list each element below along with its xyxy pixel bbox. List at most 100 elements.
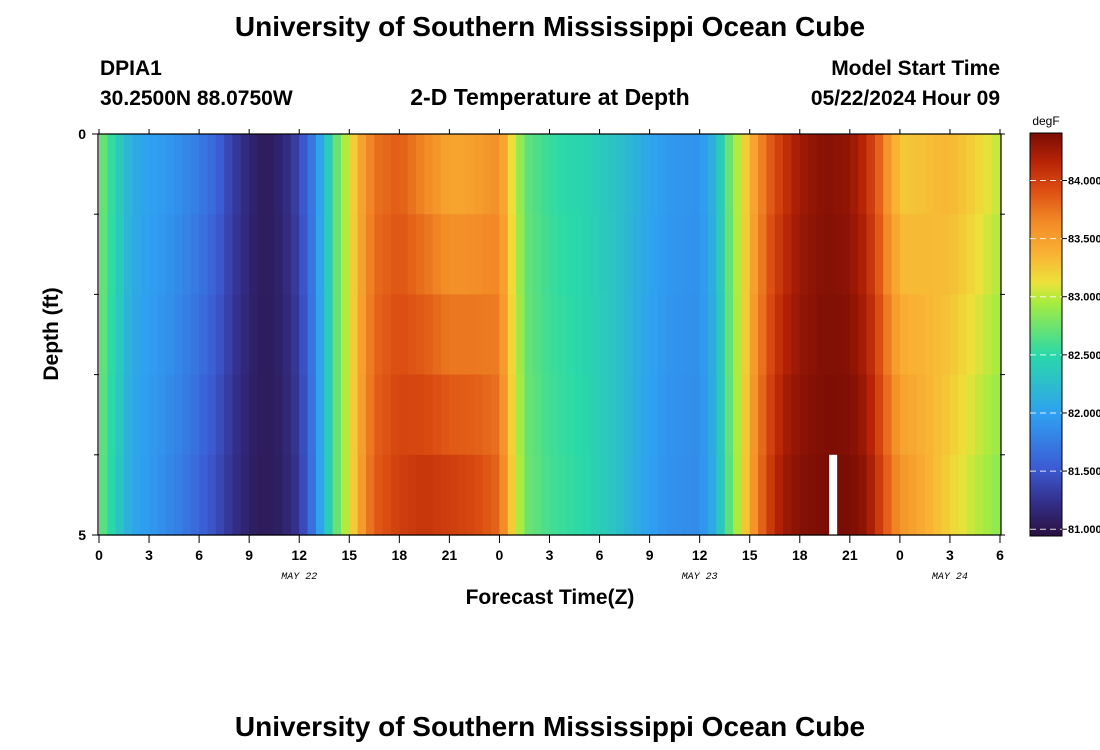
heatmap-cell — [199, 454, 209, 536]
x-tick-label: 12 — [692, 547, 708, 563]
heatmap-cell — [566, 454, 576, 536]
heatmap-cell — [124, 214, 133, 295]
heatmap-cell — [774, 294, 784, 376]
heatmap-cell — [532, 294, 542, 376]
heatmap-cell — [240, 214, 250, 295]
heatmap-cell — [874, 214, 884, 295]
heatmap-cell — [382, 294, 392, 376]
heatmap-cell — [249, 294, 259, 376]
heatmap-cell — [399, 294, 409, 376]
heatmap-cell — [399, 134, 409, 215]
heatmap-cell — [307, 454, 317, 536]
heatmap-cell — [632, 134, 642, 215]
heatmap-cell — [958, 214, 968, 295]
heatmap-cell — [124, 454, 133, 536]
heatmap-cell — [174, 134, 184, 215]
heatmap-cell — [474, 454, 484, 536]
heatmap-cell — [182, 134, 192, 215]
heatmap-cell — [574, 454, 584, 536]
heatmap-cell — [874, 374, 884, 456]
heatmap-cell — [507, 454, 517, 536]
heatmap-cell — [849, 454, 859, 536]
heatmap-cell — [99, 134, 108, 215]
heatmap-cell — [591, 134, 601, 215]
heatmap-cell — [674, 134, 684, 215]
heatmap-cell — [649, 294, 659, 376]
heatmap-cell — [657, 374, 667, 456]
heatmap-cell — [766, 214, 776, 295]
heatmap-cell — [624, 374, 634, 456]
heatmap-cell — [290, 214, 300, 295]
heatmap-cell — [532, 454, 542, 536]
heatmap-cell — [499, 454, 509, 536]
heatmap-cell — [199, 134, 209, 215]
heatmap-cell — [340, 294, 350, 376]
y-axis-label: Depth (ft) — [40, 287, 63, 380]
heatmap-cell — [716, 214, 726, 295]
heatmap-cell — [174, 294, 184, 376]
heatmap-cell — [866, 454, 876, 536]
heatmap-cell — [724, 134, 734, 215]
date-label: MAY 24 — [932, 572, 968, 583]
heatmap-cell — [224, 294, 234, 376]
heatmap-cell — [674, 294, 684, 376]
heatmap-cell — [357, 374, 367, 456]
heatmap-cell — [441, 134, 450, 215]
heatmap-cell — [215, 134, 225, 215]
x-tick-label: 6 — [195, 547, 203, 563]
heatmap-cell — [674, 374, 684, 456]
heatmap-cell — [307, 214, 317, 295]
heatmap-cell — [941, 214, 951, 295]
heatmap-cell — [924, 294, 934, 376]
heatmap-cell — [466, 294, 476, 376]
heatmap-cell — [441, 294, 450, 376]
heatmap-cell — [716, 454, 726, 536]
heatmap-cell — [616, 214, 626, 295]
heatmap-cell — [416, 454, 425, 536]
heatmap-cell — [157, 134, 167, 215]
heatmap-cell — [249, 374, 259, 456]
colorbar-ticks: 84.000 83.500 83.000 82.500 82.000 81.500 81.0… — [1030, 175, 1100, 536]
heatmap-cell — [566, 294, 576, 376]
heatmap-cell — [741, 134, 751, 215]
heatmap-cell — [808, 134, 818, 215]
heatmap-cell — [441, 454, 450, 536]
x-tick-label: 3 — [546, 547, 554, 563]
heatmap-cell — [833, 374, 843, 456]
heatmap-cell — [240, 454, 250, 536]
heatmap-cell — [966, 214, 976, 295]
heatmap-cell — [949, 134, 959, 215]
heatmap-cell — [716, 374, 726, 456]
heatmap-cell — [382, 214, 392, 295]
heatmap-cell — [390, 374, 400, 456]
heatmap-cell — [808, 374, 818, 456]
heatmap-cell — [165, 454, 175, 536]
heatmap-cell — [365, 134, 375, 215]
heatmap-cell — [340, 454, 350, 536]
heatmap-cell — [916, 294, 926, 376]
heatmap-cell — [282, 374, 292, 456]
heatmap-cell — [365, 374, 375, 456]
heatmap-cell — [924, 374, 934, 456]
heatmap-cell — [949, 294, 959, 376]
heatmap-cell — [215, 454, 225, 536]
heatmap-cell — [207, 374, 217, 456]
heatmap-cell — [616, 134, 626, 215]
time-marker-layer — [829, 454, 838, 535]
heatmap-cell — [791, 294, 801, 376]
heatmap-cell — [124, 294, 133, 376]
heatmap-cell — [966, 134, 976, 215]
heatmap-cell — [716, 134, 726, 215]
heatmap-cell — [107, 374, 117, 456]
heatmap-cell — [457, 374, 467, 456]
heatmap-cell — [232, 374, 242, 456]
heatmap-cell — [582, 134, 592, 215]
heatmap-cell — [482, 454, 492, 536]
heatmap-cell — [599, 134, 609, 215]
heatmap-cell — [991, 294, 1001, 376]
x-axis: 0 3 6 9 12 15 18 21 0 3 6 9 12 15 18 21 0 3 6 — [95, 129, 1004, 563]
heatmap-cell — [949, 374, 959, 456]
heatmap-cell — [524, 134, 534, 215]
heatmap-cell — [182, 214, 192, 295]
